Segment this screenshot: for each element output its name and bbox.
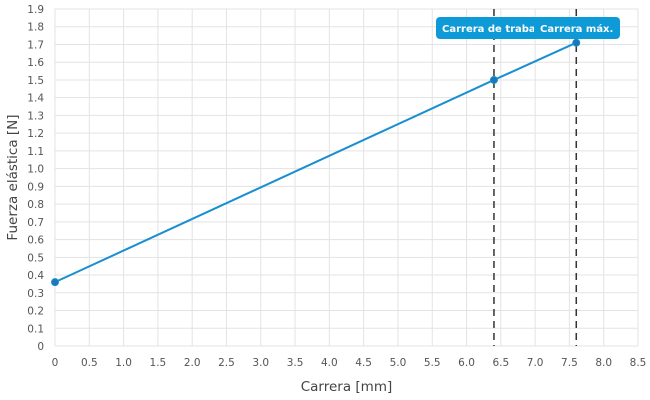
- y-tick-label: 0: [37, 341, 44, 353]
- y-tick-label: 1.6: [27, 57, 44, 69]
- x-tick-label: 6.0: [458, 357, 475, 369]
- marker-lines: [493, 9, 578, 346]
- y-tick-label: 0.7: [27, 217, 44, 229]
- y-axis-title: Fuerza elástica [N]: [5, 114, 21, 240]
- x-axis-title: Carrera [mm]: [301, 379, 393, 395]
- data-point[interactable]: [572, 38, 581, 47]
- x-tick-label: 8.5: [630, 357, 647, 369]
- y-tick-label: 0.3: [27, 288, 44, 300]
- marker-label-box: [436, 17, 540, 39]
- x-tick-label: 5.5: [424, 357, 441, 369]
- y-tick-label: 1.8: [27, 22, 44, 34]
- series-line: [54, 41, 577, 284]
- y-tick-label: 1.7: [27, 39, 44, 51]
- y-tick-label: 0.6: [27, 235, 44, 247]
- y-tick-label: 1.5: [27, 75, 44, 87]
- y-tick-label: 0.1: [27, 323, 44, 335]
- y-tick-label: 0.9: [27, 181, 44, 193]
- y-tick-label: 0.4: [27, 270, 44, 282]
- marker-label-text: Carrera máx.: [540, 23, 613, 35]
- x-axis-ticks: 0 0.5 1.0 1.5 2.0 2.5 3.0 3.5 4.0 4.5 5.0 5.5 6.0 6.5…: [52, 357, 647, 369]
- x-tick-label: 5.0: [390, 357, 407, 369]
- x-tick-label: 4.5: [355, 357, 372, 369]
- x-tick-label: 2.5: [218, 357, 235, 369]
- marker-label-box: [534, 17, 620, 39]
- x-tick-label: 6.5: [492, 357, 509, 369]
- data-point[interactable]: [489, 75, 498, 84]
- data-point[interactable]: [51, 278, 59, 287]
- y-tick-label: 1.3: [27, 110, 44, 122]
- x-tick-label: 3.5: [287, 357, 304, 369]
- y-tick-label: 1.9: [27, 4, 44, 16]
- marker-label: Carrera máx.: [534, 17, 620, 39]
- y-tick-label: 1.1: [27, 146, 44, 158]
- series-layer: [54, 41, 577, 284]
- x-tick-label: 8.0: [595, 357, 612, 369]
- y-tick-label: 1.4: [27, 93, 44, 105]
- y-tick-label: 1.2: [27, 128, 44, 140]
- y-axis-ticks: 0 0.1 0.2 0.3 0.4 0.5 0.6 0.7 0.8 0.9 1.0 1.1 1.2 1.3…: [27, 4, 44, 353]
- x-tick-label: 3.0: [252, 357, 269, 369]
- marker-label: Carrera de trabajo: [436, 17, 546, 39]
- x-tick-label: 7.0: [527, 357, 544, 369]
- data-points: [51, 38, 581, 287]
- y-tick-label: 0.8: [27, 199, 44, 211]
- marker-label-text: Carrera de trabajo: [442, 24, 546, 35]
- x-tick-label: 0: [52, 357, 59, 369]
- x-tick-label: 7.5: [561, 357, 578, 369]
- y-tick-label: 0.5: [27, 252, 44, 264]
- x-tick-label: 0.5: [81, 357, 98, 369]
- x-tick-label: 4.0: [321, 357, 338, 369]
- x-tick-label: 1.5: [150, 357, 167, 369]
- x-tick-label: 2.0: [184, 357, 201, 369]
- x-tick-label: 1.0: [115, 357, 132, 369]
- y-tick-label: 0.2: [27, 306, 44, 318]
- y-tick-label: 1.0: [27, 164, 44, 176]
- grid-lines: [54, 8, 639, 347]
